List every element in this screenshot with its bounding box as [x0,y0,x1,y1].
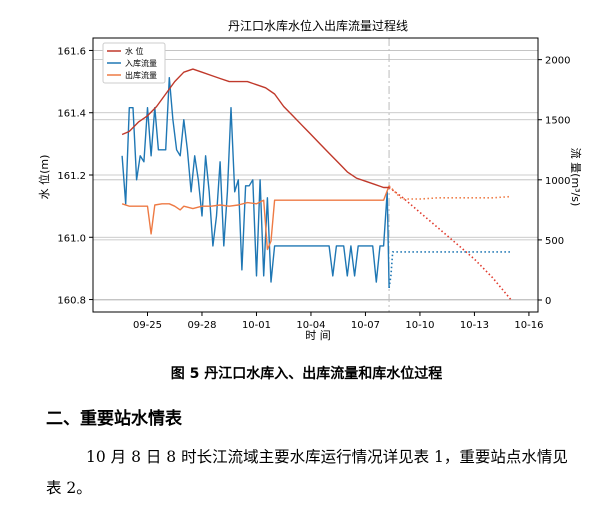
plot-area [121,68,512,301]
y2-tick-label: 0 [545,296,551,307]
series-line-1 [121,77,390,289]
y-tick-label: 161.2 [57,171,86,182]
x-axis-label: 时 间 [305,329,331,342]
body-paragraph: 10 月 8 日 8 时长江流域主要水库运行情况详见表 1，重要站点水情见表 2… [46,448,568,497]
reservoir-chart: 丹江口水库水位入出库流量过程线 160.8 161.0 161.2 161.4 161.… [37,18,583,342]
legend-box [102,42,166,84]
y2-axis-label: 流 量(m³/s) [569,148,583,207]
figure-caption: 图 5 丹江口水库入、出库流量和库水位过程 [170,366,443,382]
y2-tick-label: 1000 [545,176,570,187]
x-tick-label: 10-16 [514,320,543,331]
y-tick-label: 161.0 [57,233,86,244]
x-tick-label: 10-04 [296,320,325,331]
x-tick-label: 09-25 [133,320,162,331]
y-axis-label: 水 位(m) [37,155,51,200]
axes: 160.8 161.0 161.2 161.4 161.6 0 500 1000 1500 200… [57,37,570,331]
legend-label: 水 位 [125,46,144,56]
chart-title: 丹江口水库水位入出库流量过程线 [228,18,408,33]
x-tick-label: 10-07 [351,320,380,331]
legend-label: 入库流量 [125,58,157,68]
y-tick-label: 161.4 [57,109,86,120]
y-tick-label: 161.6 [57,46,86,57]
x-tick-label: 09-28 [187,320,216,331]
series-line-0 [121,68,390,189]
forecast-line-1 [388,251,511,289]
section-heading: 二、重要站水情表 [46,409,182,429]
y-tick-label: 160.8 [57,296,86,307]
forecast-line-0 [388,186,512,301]
forecast-line-2 [388,185,511,200]
y2-tick-label: 2000 [545,56,570,67]
y2-tick-label: 500 [545,236,564,247]
x-tick-label: 10-10 [405,320,434,331]
x-tick-label: 10-13 [460,320,489,331]
series-line-2 [121,185,390,251]
legend-label: 出库流量 [125,70,157,80]
y2-tick-label: 1500 [545,116,570,127]
x-tick-label: 10-01 [242,320,271,331]
